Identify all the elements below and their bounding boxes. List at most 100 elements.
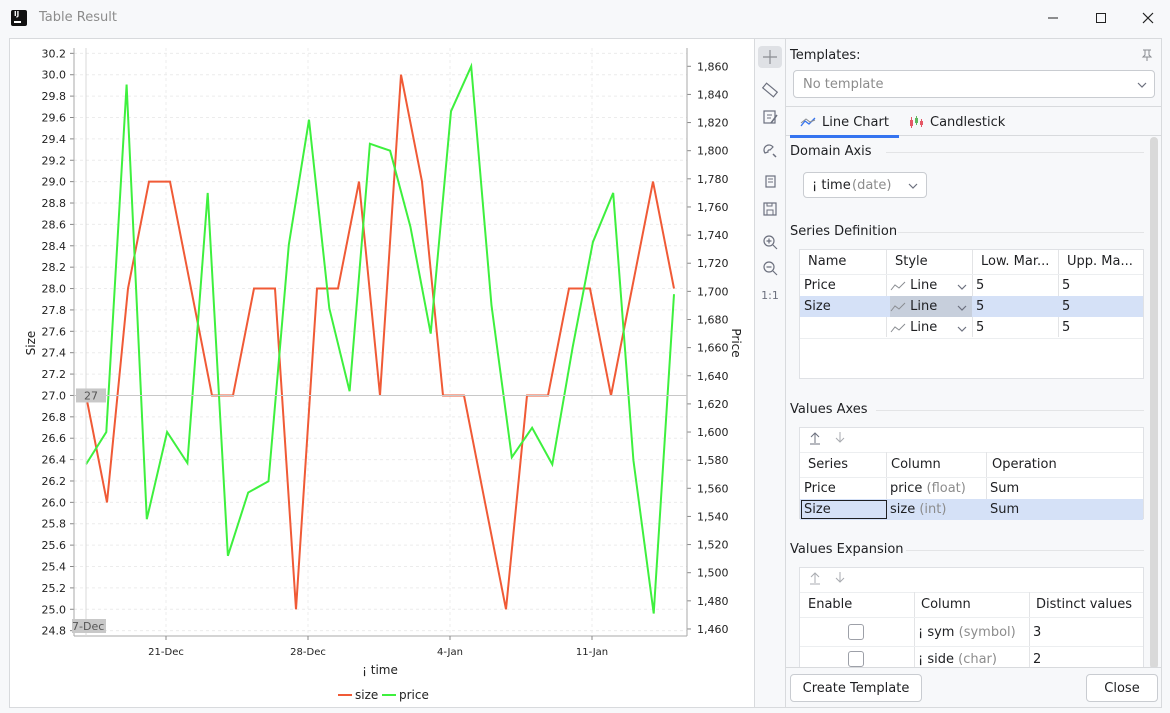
right-axis: 1,860 1,840 1,820 1,800 1,780 1,760 1,740 1,720… [686, 48, 729, 636]
settings-scroll-area[interactable]: Domain Axis ¡ time (date) Series Definit… [786, 137, 1161, 669]
chart-toolbar: 1:1 [755, 38, 785, 708]
templates-label: Templates: [790, 48, 861, 63]
left-tick-label: 29.8 [42, 90, 67, 103]
move-up-button[interactable] [808, 431, 822, 449]
enable-checkbox[interactable] [848, 624, 864, 640]
create-template-button[interactable]: Create Template [790, 674, 922, 702]
pin-button[interactable] [1140, 48, 1154, 66]
right-tick-label: 1,800 [697, 145, 729, 158]
enable-checkbox[interactable] [848, 651, 864, 667]
series-name: Price [804, 278, 836, 293]
measure-tool[interactable] [758, 79, 782, 101]
zoom-out-tool[interactable] [758, 257, 782, 279]
left-tick-label: 28.6 [42, 218, 67, 231]
tab-line-chart[interactable]: Line Chart [790, 107, 899, 138]
left-tick-label: 29.4 [42, 133, 67, 146]
left-tick-label: 26.6 [42, 432, 67, 445]
close-button[interactable]: Close [1086, 674, 1158, 702]
right-tick-label: 1,520 [697, 539, 729, 552]
table-row[interactable]: Price Line 5 5 [800, 275, 1143, 296]
save-icon [763, 202, 777, 216]
domain-axis-select[interactable]: ¡ time (date) [803, 172, 927, 198]
table-row[interactable]: ¡ sym (symbol) 3 [800, 618, 1143, 646]
table-row[interactable]: ¡ side (char) 2 [800, 647, 1143, 669]
magic-tool[interactable] [758, 140, 782, 162]
maximize-button[interactable] [1088, 6, 1114, 30]
table-row[interactable]: Price price (float) Sum [800, 478, 1143, 499]
line-chart[interactable]: 30.2 30.0 29.8 29.6 29.4 29.2 29.0 28.8 28.6 28.4… [10, 39, 756, 709]
values-axes-table: Series Column Operation Price price (flo… [799, 427, 1144, 520]
values-axes-label: Values Axes [790, 402, 868, 417]
right-tick-label: 1,820 [697, 117, 729, 130]
upp-margin-value[interactable]: 5 [1062, 278, 1071, 293]
right-tick-label: 1,460 [697, 623, 729, 636]
x-tick-label: 21-Dec [148, 647, 184, 658]
left-tick-label: 26.0 [42, 496, 67, 509]
table-row[interactable]: Size size (int) Sum [800, 499, 1143, 520]
series-name: Size [804, 299, 831, 314]
operation-value[interactable]: Sum [990, 481, 1020, 496]
crosshair-tool[interactable] [758, 46, 782, 68]
zoom-in-icon [763, 235, 778, 250]
close-icon [1142, 12, 1154, 24]
tab-candlestick[interactable]: Candlestick [898, 107, 1015, 137]
template-select[interactable]: No template [793, 70, 1155, 98]
series-definition-label: Series Definition [790, 224, 898, 239]
actual-size-tool[interactable]: 1:1 [761, 288, 779, 302]
chart-panel[interactable]: 30.2 30.0 29.8 29.6 29.4 29.2 29.0 28.8 28.6 28.4… [9, 38, 755, 708]
table-row[interactable]: Size Line 5 5 [800, 296, 1143, 317]
x-axis-label: ¡ time [362, 663, 398, 677]
low-margin-value[interactable]: 5 [976, 299, 985, 314]
low-margin-value[interactable]: 5 [976, 320, 985, 335]
upp-margin-value[interactable]: 5 [1062, 299, 1071, 314]
crosshair: 27 7-Dec [72, 48, 687, 636]
left-tick-label: 25.8 [42, 518, 67, 531]
left-tick-label: 24.8 [42, 625, 67, 638]
col-header-upp-margin: Upp. Ma... [1067, 254, 1133, 269]
legend-label-size: size [355, 688, 378, 702]
candlestick-icon [910, 116, 923, 128]
left-tick-label: 25.6 [42, 539, 67, 552]
crosshair-icon [763, 50, 777, 64]
series-style-select[interactable]: Line [890, 320, 937, 335]
col-header-enable: Enable [808, 597, 853, 612]
window-title: Table Result [39, 10, 117, 25]
y-axis-label-right: Price [729, 328, 743, 357]
values-expansion-table: Enable Column Distinct values ¡ sym (sym… [799, 567, 1144, 669]
save-tool[interactable] [758, 198, 782, 220]
right-tick-label: 1,720 [697, 257, 729, 270]
low-margin-value[interactable]: 5 [976, 278, 985, 293]
operation-value[interactable]: Sum [990, 502, 1020, 517]
table-row[interactable]: Line 5 5 [800, 317, 1143, 338]
domain-axis-label: Domain Axis [790, 144, 872, 159]
crosshair-x-badge [72, 619, 106, 633]
chevron-down-icon [1137, 82, 1147, 88]
move-down-button[interactable] [833, 571, 847, 589]
right-tick-label: 1,540 [697, 510, 729, 523]
zoom-in-tool[interactable] [758, 231, 782, 253]
copy-tool[interactable] [758, 171, 782, 193]
column-type: (char) [958, 652, 997, 667]
series-definition-table: Name Style Low. Mar... Upp. Ma... Price … [799, 249, 1144, 379]
close-window-button[interactable] [1135, 6, 1161, 30]
left-axis: 30.2 30.0 29.8 29.6 29.4 29.2 29.0 28.8 28.6 28.4… [42, 47, 75, 638]
series-value: Price [804, 481, 836, 496]
series-style-select[interactable]: Line [890, 278, 937, 293]
col-header-style: Style [895, 254, 928, 269]
series-style-select[interactable]: Line [890, 296, 972, 317]
magnet-icon [763, 144, 777, 158]
arrow-up-icon [810, 572, 820, 585]
left-tick-label: 26.2 [42, 475, 67, 488]
minimize-button[interactable] [1040, 6, 1066, 30]
series-value[interactable]: Size [801, 500, 887, 519]
move-up-button[interactable] [808, 571, 822, 589]
left-tick-label: 26.4 [42, 454, 67, 467]
move-down-button[interactable] [833, 431, 847, 449]
upp-margin-value[interactable]: 5 [1062, 320, 1071, 335]
col-header-column: Column [891, 457, 941, 472]
annotate-tool[interactable] [758, 106, 782, 128]
right-tick-label: 1,580 [697, 454, 729, 467]
right-tick-label: 1,600 [697, 426, 729, 439]
vertical-scrollbar[interactable] [1150, 137, 1158, 669]
line-chart-icon [800, 117, 816, 127]
